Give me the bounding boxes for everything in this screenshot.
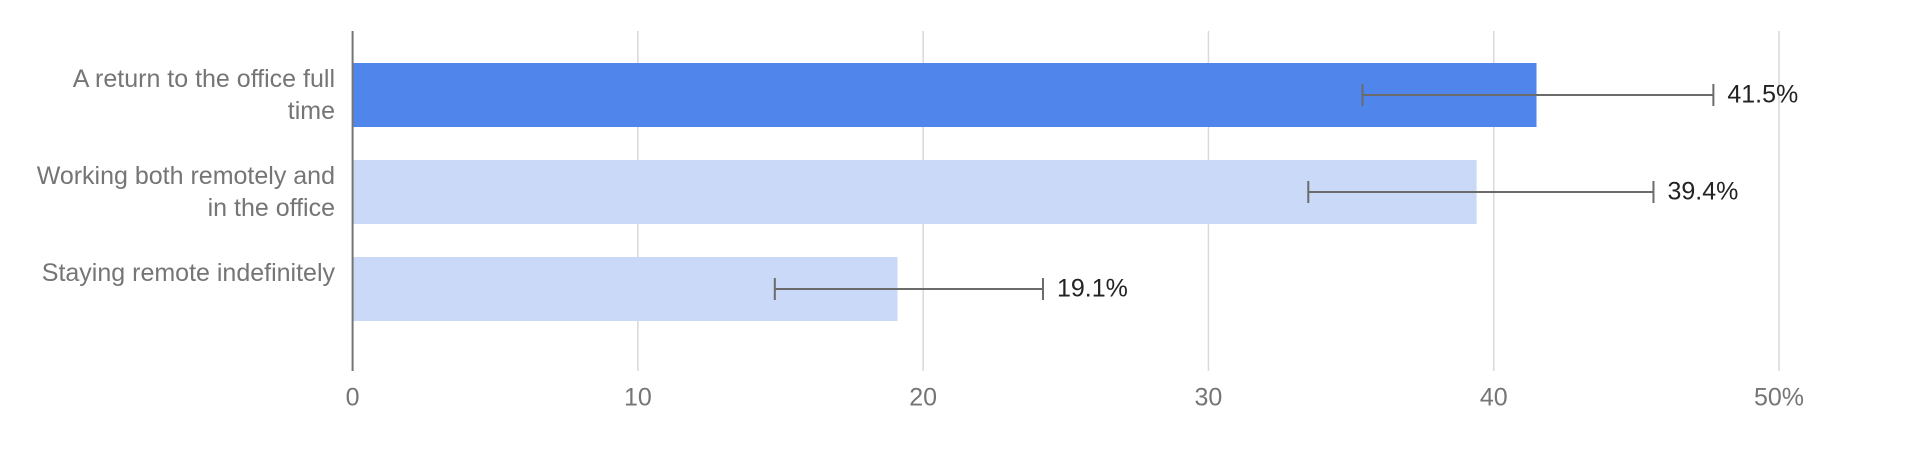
bar [352,63,1537,127]
error-bar [1307,181,1655,203]
data-label: 39.4% [1667,178,1738,206]
x-tick-label: 30 [1195,384,1223,412]
x-tick-label: 10 [624,384,652,412]
data-label: 41.5% [1727,81,1798,109]
data-label: 19.1% [1057,275,1128,303]
y-tick-label: A return to the office full time [72,65,335,125]
y-tick-label: Working both remotely and in the office [36,162,335,222]
y-tick-label: Staying remote indefinitely [41,259,335,287]
x-tick-label: 20 [909,384,937,412]
x-tick-label: 50% [1754,384,1804,412]
bar [352,160,1477,224]
x-tick-label: 0 [346,384,360,412]
x-tick-label: 40 [1480,384,1508,412]
error-bar [1361,84,1715,106]
error-bar [773,278,1044,300]
